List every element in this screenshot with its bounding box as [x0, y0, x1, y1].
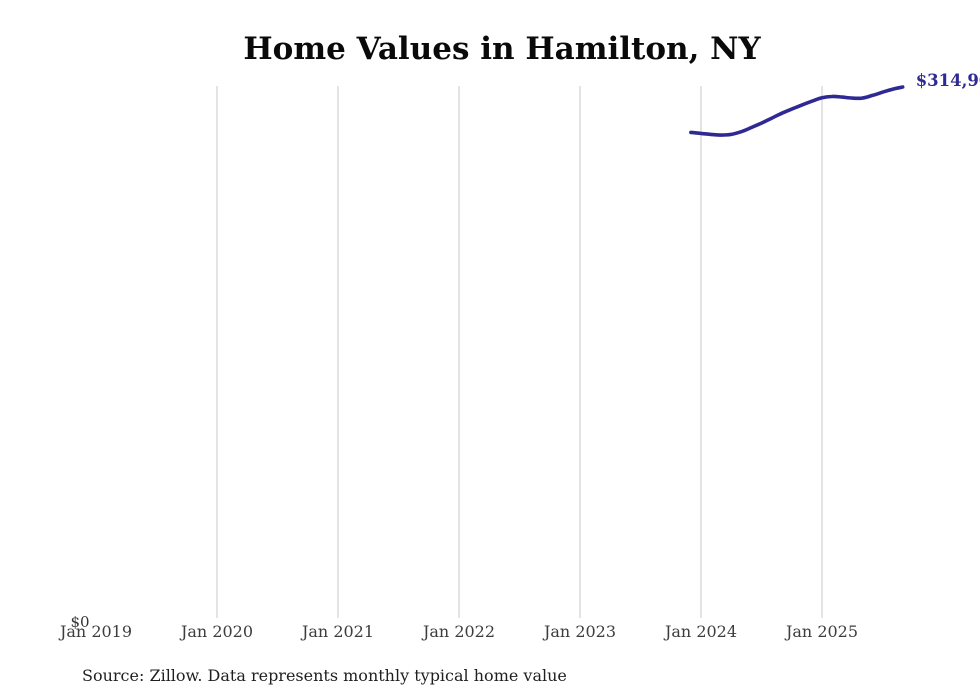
x-tick-label-jan-2023: Jan 2023 — [542, 622, 616, 641]
home-value-line — [689, 85, 905, 137]
x-tick-label-jan-2021: Jan 2021 — [300, 622, 374, 641]
x-tick-label-jan-2022: Jan 2022 — [421, 622, 495, 641]
x-tick-label-jan-2019: Jan 2019 — [58, 622, 132, 641]
source-note: Source: Zillow. Data represents monthly … — [82, 666, 567, 685]
x-tick-label-jan-2025: Jan 2025 — [784, 622, 858, 641]
chart-title: Home Values in Hamilton, NY — [243, 31, 761, 67]
x-tick-label-jan-2020: Jan 2020 — [179, 622, 253, 641]
end-value-label: $314,900 — [916, 71, 980, 90]
y-axis-zero-label: $0 — [70, 613, 89, 631]
x-tick-label-jan-2024: Jan 2024 — [663, 622, 737, 641]
